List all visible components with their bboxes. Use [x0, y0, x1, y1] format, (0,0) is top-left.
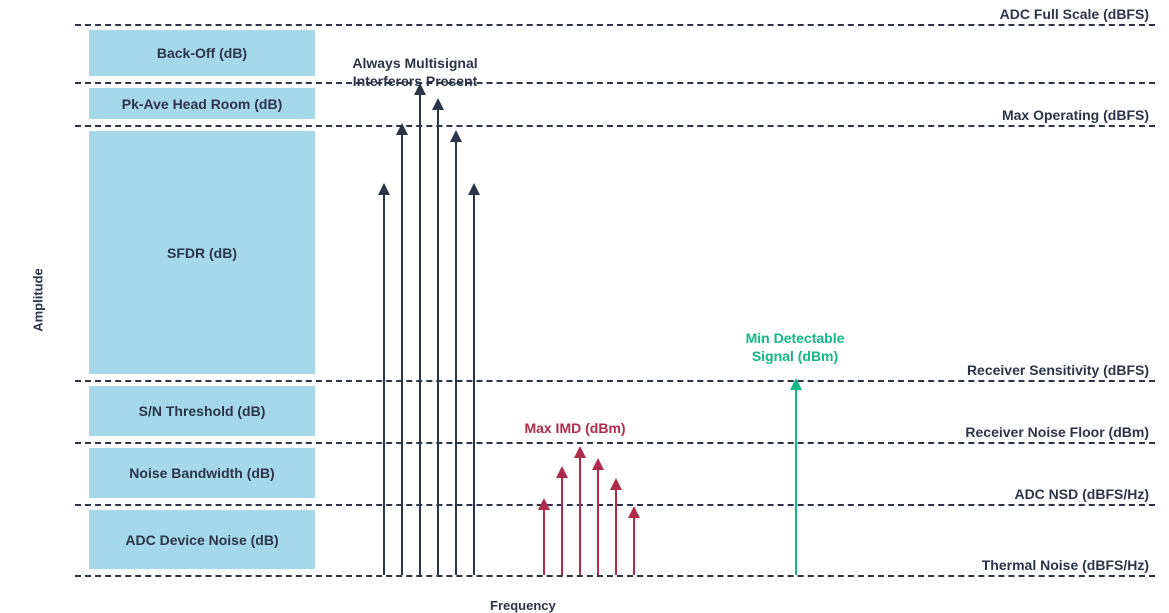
- left-box-1: Pk-Ave Head Room (dB): [89, 88, 315, 119]
- imd-arrow-0: [543, 500, 545, 575]
- left-box-3: S/N Threshold (dB): [89, 386, 315, 436]
- min-detectable-label: Min DetectableSignal (dBm): [746, 330, 845, 365]
- interferer-arrow-0: [383, 185, 385, 575]
- level-line-rx_noise_floor: Receiver Noise Floor (dBm): [75, 442, 1155, 444]
- imd-arrow-1: [561, 468, 563, 575]
- imd-arrow-2: [579, 448, 581, 575]
- left-box-4: Noise Bandwidth (dB): [89, 448, 315, 498]
- level-line-rx_sens: Receiver Sensitivity (dBFS): [75, 380, 1155, 382]
- imd-arrow-3: [597, 460, 599, 575]
- level-label-adc_nsd: ADC NSD (dBFS/Hz): [1014, 486, 1149, 502]
- left-box-0: Back-Off (dB): [89, 30, 315, 76]
- interferer-label: Always MultisignalInterferers Present: [352, 55, 477, 90]
- diagram-area: ADC Full Scale (dBFS) Max Operating (dBFS…: [75, 0, 1155, 612]
- left-box-5: ADC Device Noise (dB): [89, 510, 315, 569]
- imd-arrow-5: [633, 508, 635, 575]
- level-label-rx_noise_floor: Receiver Noise Floor (dBm): [965, 424, 1149, 440]
- level-label-thermal: Thermal Noise (dBFS/Hz): [982, 557, 1149, 573]
- interferer-arrow-3: [437, 100, 439, 575]
- level-line-max_op: Max Operating (dBFS): [75, 125, 1155, 127]
- interferer-arrow-5: [473, 185, 475, 575]
- level-label-max_op: Max Operating (dBFS): [1002, 107, 1149, 123]
- imd-label: Max IMD (dBm): [524, 420, 625, 438]
- interferer-arrow-2: [419, 85, 421, 575]
- y-axis-label: Amplitude: [31, 268, 46, 332]
- imd-arrow-4: [615, 480, 617, 575]
- min-detectable-arrow: [795, 380, 797, 575]
- level-line-full_scale: ADC Full Scale (dBFS): [75, 24, 1155, 26]
- level-label-rx_sens: Receiver Sensitivity (dBFS): [967, 362, 1149, 378]
- interferer-arrow-4: [455, 132, 457, 575]
- interferer-arrow-1: [401, 125, 403, 575]
- level-line-thermal: Thermal Noise (dBFS/Hz): [75, 575, 1155, 577]
- left-box-2: SFDR (dB): [89, 131, 315, 374]
- level-line-backoff_btm: [75, 82, 1155, 84]
- level-label-full_scale: ADC Full Scale (dBFS): [1000, 6, 1149, 22]
